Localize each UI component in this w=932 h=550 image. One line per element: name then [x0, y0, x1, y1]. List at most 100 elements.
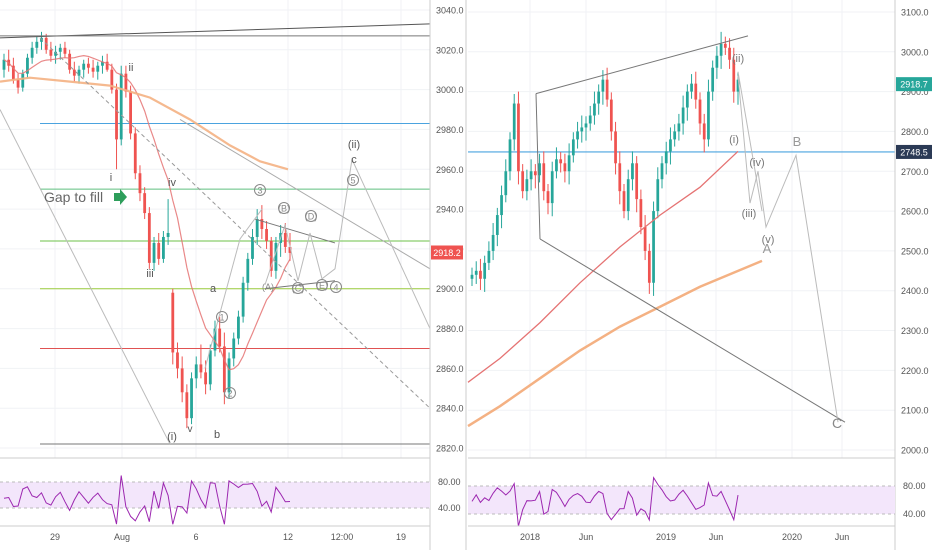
right-candle-body	[491, 234, 495, 251]
left-candle-body	[190, 378, 193, 419]
right-level-badge	[896, 144, 932, 159]
left-candle-body	[54, 51, 57, 56]
left-x-tick-label: 6	[193, 532, 198, 542]
left-candle-body	[162, 236, 165, 259]
right-candle-body	[521, 171, 525, 192]
right-candle-body	[555, 159, 558, 172]
left-candle-body	[227, 358, 231, 393]
left-moving-average-fast	[3, 54, 291, 371]
left-candle-body	[232, 338, 236, 359]
right-candle-body	[719, 43, 723, 56]
right-y-tick-label: 2700.0	[901, 167, 929, 177]
left-candle-body	[269, 240, 273, 271]
right-candle-body	[504, 171, 508, 196]
wave-label-C: (C)	[292, 284, 305, 294]
left-y-tick-label: 2900.0	[436, 284, 464, 294]
right-candle-body	[533, 171, 537, 176]
wave-label-paren-ii: (ii)	[348, 139, 360, 151]
right-candle-body	[656, 179, 660, 212]
left-y-tick-label: 3000.0	[436, 85, 464, 95]
left-candle-body	[283, 232, 287, 247]
right-y-tick-label: 2600.0	[901, 207, 929, 217]
right-candle-body	[605, 79, 609, 100]
wave-label-c: c	[351, 154, 357, 166]
right-candle-body	[546, 191, 550, 204]
right-y-tick-label: 3100.0	[901, 7, 929, 17]
left-y-tick-label: 2860.0	[436, 364, 464, 374]
right-candle-body	[474, 270, 478, 275]
wave-label-a: a	[210, 283, 217, 295]
left-candle-body	[91, 67, 95, 72]
left-y-tick-label: 2840.0	[436, 404, 464, 414]
left-candle-body	[101, 61, 104, 66]
left-candle-body	[222, 346, 226, 393]
right-candle-body	[580, 127, 584, 132]
right-candle-body	[508, 139, 512, 172]
right-candle-body	[660, 163, 664, 180]
right-x-tick-label: 2018	[520, 532, 540, 542]
wave-label-4: 4	[333, 283, 338, 293]
left-osc-tick-40: 40.00	[438, 503, 461, 513]
right-last-price-badge	[896, 77, 932, 92]
right-candle-body	[677, 123, 681, 132]
right-candle-body	[609, 99, 613, 132]
left-candle-body	[110, 69, 114, 90]
left-candle-body	[143, 193, 147, 214]
left-x-tick-label: 19	[396, 532, 406, 542]
right-candle-body	[601, 79, 605, 92]
left-candle-body	[246, 258, 250, 283]
left-candle-body	[68, 53, 72, 70]
right-x-tick-label: Jun	[835, 532, 850, 542]
right-candle-body	[559, 159, 563, 164]
left-last-price-label: 2918.2	[433, 248, 461, 258]
right-candle-body	[542, 163, 546, 192]
right-candle-body	[647, 250, 651, 283]
right-candle-body	[643, 227, 647, 251]
right-candle-body	[593, 103, 596, 116]
left-candle-body	[16, 79, 20, 88]
left-dashed-trendline	[39, 37, 431, 409]
wave-label-3: 3	[257, 186, 262, 196]
left-candle-body	[124, 73, 128, 92]
left-y-tick-label: 2960.0	[436, 165, 464, 175]
right-candle-body	[567, 155, 571, 172]
right-upper-wedge-line	[535, 35, 749, 95]
left-candle-body	[133, 133, 137, 174]
right-wave-label-A: A	[763, 241, 772, 256]
right-candle-body	[479, 270, 482, 279]
right-candle-body	[728, 47, 731, 60]
left-candle-body	[180, 368, 184, 393]
left-wave-path	[204, 208, 263, 369]
right-oscillator-line	[471, 476, 739, 527]
left-osc-tick-80: 80.00	[438, 477, 461, 487]
right-candle-body	[597, 91, 601, 104]
right-candle-body	[631, 163, 634, 180]
left-moving-average-slow	[0, 76, 289, 171]
right-x-tick-label: Jun	[709, 532, 724, 542]
wave-label-A: (A)	[262, 282, 274, 292]
right-candle-body	[576, 131, 579, 140]
left-y-tick-label: 2820.0	[436, 444, 464, 454]
left-last-price-badge	[431, 245, 463, 260]
left-triangle-lines	[254, 218, 336, 290]
wave-label-iii: iii	[146, 268, 153, 280]
left-candle-body	[199, 364, 203, 373]
left-candle-body	[77, 69, 81, 76]
right-candle-body	[588, 115, 592, 124]
right-candle-body	[614, 131, 617, 164]
wave-label-5-ring	[347, 174, 359, 186]
right-candle-body	[736, 79, 740, 92]
left-candle-body	[171, 292, 175, 353]
right-y-tick-label: 2300.0	[901, 326, 929, 336]
right-candle-body	[529, 171, 533, 180]
right-x-tick-label: 2019	[656, 532, 676, 542]
left-x-tick-label: Aug	[114, 532, 130, 542]
left-candle-body	[86, 63, 90, 68]
right-candle-body	[487, 250, 491, 263]
wave-label-2-ring	[224, 387, 236, 399]
left-candle-body	[265, 229, 268, 241]
left-candle-body	[288, 246, 292, 253]
left-candle-body	[218, 328, 222, 347]
right-y-tick-label: 2500.0	[901, 246, 929, 256]
right-candle-body	[584, 123, 588, 128]
